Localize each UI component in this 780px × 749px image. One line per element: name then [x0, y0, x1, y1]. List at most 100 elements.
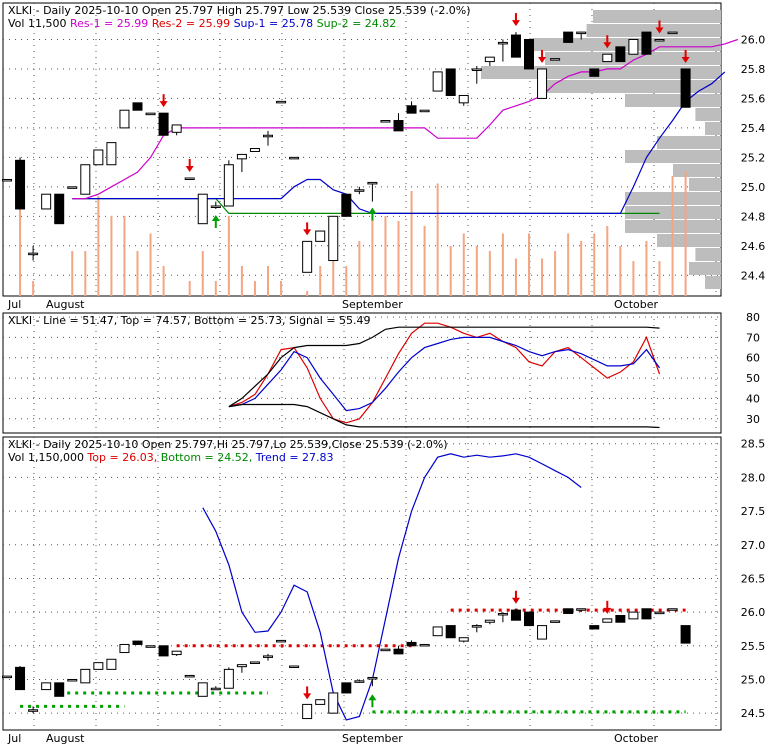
oscillator-lines	[228, 322, 661, 429]
volume-bar	[541, 258, 544, 296]
oscillator-y-tick: 50	[746, 372, 760, 385]
volume-bar	[619, 246, 622, 296]
trend-y-tick: 28.5	[741, 438, 766, 451]
volume-bar	[658, 261, 661, 296]
price-y-tick: 25.4	[741, 122, 766, 135]
price-header-line2-part: Sup-2 = 24.82	[313, 17, 396, 30]
trend-candle-body	[41, 682, 52, 691]
trend-candle-body	[236, 664, 247, 668]
trend-candle-body	[628, 611, 639, 620]
trend-candle-body	[615, 614, 626, 623]
volume-bar	[214, 281, 217, 296]
trend-header-line2-part: Trend = 27.83	[252, 451, 333, 464]
trend-y-tick: 28.0	[741, 471, 766, 484]
volume-bar	[554, 251, 557, 296]
trend-candle-body	[524, 611, 534, 627]
trend-candles	[2, 608, 691, 720]
price-candle-body	[393, 120, 404, 132]
price-candle-body	[602, 53, 613, 63]
top-bottom-dots	[20, 608, 686, 714]
trend-header-line1: XLKI - Daily 2025-10-10 Open 25.797,Hi 2…	[8, 438, 448, 451]
volume-bar	[253, 281, 256, 296]
price-candle-body	[471, 68, 482, 71]
volume-bar	[149, 233, 152, 296]
down-arrow-head	[681, 56, 690, 63]
price-candle-body	[341, 193, 352, 217]
down-arrow-head	[511, 20, 520, 27]
volume-profile-bar	[545, 80, 721, 93]
down-arrow-head	[655, 27, 664, 34]
trend-candle-body	[537, 625, 548, 640]
price-candle-body	[210, 205, 221, 208]
price-candle-body	[249, 148, 260, 152]
price-header-line2: Vol 11,500 Res-1 = 25.99 Res-2 = 25.99 S…	[8, 17, 396, 30]
volume-bar	[332, 251, 335, 296]
price-y-tick: 26.0	[741, 33, 766, 46]
trend-y-ticks: 28.5 28.0 27.5 27.0 26.5 26.0 25.5 25.0 24.5	[741, 438, 766, 720]
volume-profile-bar	[695, 248, 721, 261]
trend-candle-body	[263, 655, 273, 658]
price-candle-body	[510, 34, 521, 58]
trend-candle-body	[510, 609, 521, 621]
trend-candle-body	[302, 703, 313, 720]
oscillator-series-line	[228, 403, 660, 429]
volume-bar	[580, 241, 583, 296]
price-candle-body	[524, 38, 534, 70]
trend-candle-body	[458, 637, 469, 642]
volume-bar	[475, 246, 478, 296]
trend-x-label: September	[342, 732, 403, 745]
trend-candle-body	[654, 611, 665, 615]
volume-bar	[384, 216, 387, 296]
price-candle-body	[641, 31, 652, 55]
trend-candle-body	[315, 699, 326, 705]
price-x-label: August	[46, 298, 85, 311]
price-candle-body	[445, 68, 456, 96]
trend-candle-body	[484, 619, 495, 623]
price-candle-body	[184, 177, 195, 180]
trend-candle-body	[367, 676, 378, 680]
trend-candle-body	[93, 662, 104, 670]
price-candle-body	[132, 102, 143, 111]
trend-candle-body	[223, 668, 234, 689]
trend-header-line2: Vol 1,150,000 Top = 26.03, Bottom = 24.5…	[8, 451, 334, 464]
price-candle-body	[145, 112, 156, 116]
trend-candle-body	[28, 709, 39, 712]
price-header-line1-part: XLKI - Daily 2025-10-10 Open 25.797 High…	[8, 4, 471, 17]
price-candle-body	[419, 109, 430, 113]
price-x-label: September	[342, 298, 403, 311]
volume-bar	[514, 258, 517, 296]
oscillator-y-tick: 60	[746, 352, 760, 365]
price-candle-body	[550, 58, 561, 61]
trend-candle-body	[432, 626, 443, 637]
price-y-tick: 25.0	[741, 181, 766, 194]
volume-bar	[371, 216, 374, 296]
volume-bar	[123, 216, 126, 296]
volume-bar	[97, 196, 100, 296]
price-header-line1: XLKI - Daily 2025-10-10 Open 25.797 High…	[8, 4, 471, 17]
trend-y-tick: 25.0	[741, 673, 766, 686]
trend-panel-frame	[2, 436, 722, 731]
trend-header-line2-part: Vol 1,150,000	[8, 451, 84, 464]
price-candle-body	[54, 193, 65, 225]
volume-bar	[528, 233, 530, 296]
volume-bar	[84, 251, 87, 296]
price-grid	[3, 3, 721, 296]
trend-header-line2-part: Bottom = 24.52,	[157, 451, 252, 464]
oscillator-series-line	[228, 336, 660, 412]
price-candle-body	[80, 164, 91, 195]
oscillator-header-line-part: Bottom = 25.73,	[190, 314, 285, 327]
price-candle-body	[537, 68, 548, 99]
trend-candle-body	[497, 612, 508, 616]
trend-candle-body	[563, 608, 574, 614]
oscillator-y-tick: 40	[746, 392, 760, 405]
oscillator-header-line-part: Signal = 55.49	[286, 314, 371, 327]
volume-bar	[488, 251, 491, 296]
price-x-label: October	[614, 298, 658, 311]
price-panel-frame	[2, 2, 722, 297]
price-x-labels: Jul August September October	[7, 298, 658, 311]
price-candle-body	[276, 100, 287, 104]
trend-y-tick: 26.5	[741, 572, 766, 585]
price-candle-body	[354, 189, 365, 192]
trend-candle-body	[471, 625, 482, 628]
